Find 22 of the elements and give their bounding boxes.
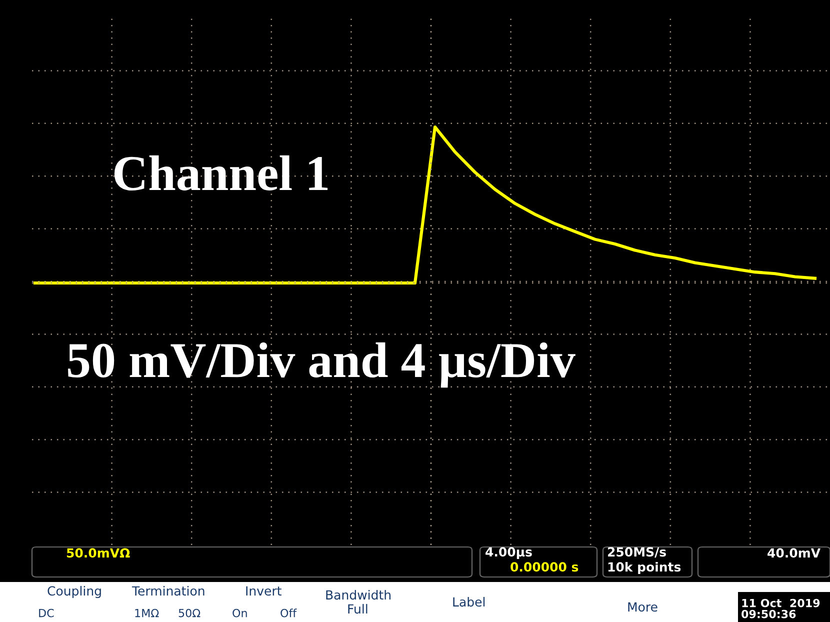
text: Invert	[246, 586, 282, 596]
text: Termination	[132, 586, 204, 596]
text: 40.0mV	[768, 548, 820, 558]
text: Bandwidth	[326, 590, 390, 600]
text: Full	[348, 604, 368, 614]
text: On	[232, 608, 247, 618]
text: 250MS/s	[608, 547, 666, 558]
text: 0.00000 s	[510, 562, 578, 572]
text: Label	[453, 596, 485, 607]
text: 50Ω	[178, 608, 200, 618]
text: 10k points	[608, 562, 681, 574]
annotation: Channel 1	[114, 155, 328, 191]
text: DC	[39, 608, 54, 618]
text: 1MΩ	[135, 608, 159, 618]
text: More	[628, 602, 658, 612]
text: 50 mV/Div and 4 µs/Div	[68, 342, 576, 388]
text: 09:50:36	[742, 610, 796, 618]
text: 11 Oct 2019	[742, 598, 820, 608]
text: Off	[280, 608, 297, 618]
text: 4.00µs	[486, 547, 532, 560]
text: 50.0mVΩ	[66, 548, 130, 558]
text: Coupling	[48, 586, 101, 598]
